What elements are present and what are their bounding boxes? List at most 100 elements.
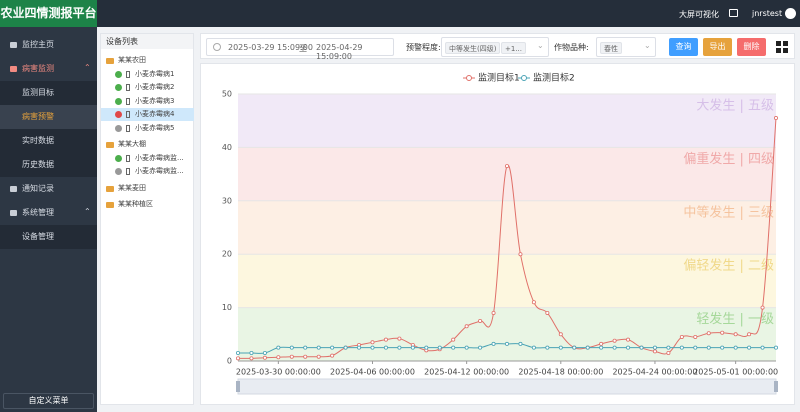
tree-title: 设备列表 <box>101 34 193 49</box>
tree-group[interactable]: 某某农田 <box>101 54 194 67</box>
group-name: 某某种植区 <box>118 200 153 208</box>
tree-device[interactable]: 小麦赤霉病监... <box>101 152 194 165</box>
device-name: 小麦赤霉病3 <box>135 96 175 105</box>
tree-device[interactable]: 小麦赤霉病1 <box>101 68 194 81</box>
submenu-item[interactable]: 实时数据 <box>0 129 97 153</box>
level-band <box>238 307 776 361</box>
data-point <box>478 318 483 323</box>
submenu-item[interactable]: 历史数据 <box>0 153 97 177</box>
data-point <box>303 345 308 350</box>
y-tick-label: 40 <box>222 143 232 152</box>
data-point <box>236 350 241 355</box>
tree-group[interactable]: 某某大棚 <box>101 138 194 151</box>
menu-item[interactable]: 病害监测 ⌃ <box>0 57 97 81</box>
data-point <box>585 345 590 350</box>
legend-label: 监测目标2 <box>533 72 575 84</box>
data-point <box>397 345 402 350</box>
menu-label: 设备管理 <box>22 232 54 241</box>
data-point <box>451 337 456 342</box>
logo-title: 农业四情测报平台 <box>0 0 97 27</box>
zoom-slider <box>237 378 777 395</box>
device-name: 小麦赤霉病监... <box>135 167 184 175</box>
clock-icon <box>213 43 221 51</box>
zoom-handle <box>236 381 240 392</box>
level-band <box>238 147 776 201</box>
menu-label: 监控主页 <box>22 40 54 49</box>
legend-marker <box>466 75 472 81</box>
tree-device[interactable]: 小麦赤霉病监... <box>101 165 194 178</box>
status-dot <box>115 154 122 162</box>
data-point <box>518 341 523 346</box>
tree-group[interactable]: 某某麦田 <box>101 182 194 195</box>
data-point <box>612 338 617 343</box>
layout-icon[interactable] <box>776 41 788 53</box>
menu-item[interactable]: 通知记录 <box>0 177 97 201</box>
data-point <box>262 350 267 355</box>
tree-device[interactable]: 小麦赤霉病2 <box>101 81 194 94</box>
custom-menu-button[interactable]: 自定义菜单 <box>3 393 94 409</box>
data-point <box>679 345 684 350</box>
x-tick-label: 2025-04-12 00:00:00 <box>424 368 509 377</box>
submenu-item[interactable]: 监测目标 <box>0 81 97 105</box>
data-point <box>679 334 684 339</box>
data-point <box>370 340 375 345</box>
data-point <box>316 354 321 359</box>
end-date: 2025-04-29 15:09:00 <box>316 43 363 61</box>
status-dot <box>115 168 122 175</box>
avatar[interactable] <box>785 8 796 19</box>
tree-device[interactable]: 小麦赤霉病5 <box>101 122 194 135</box>
action-button[interactable]: 查询 <box>669 38 698 56</box>
band-label: 中等发生 | 三级 <box>683 204 774 220</box>
data-point <box>518 252 523 257</box>
action-button[interactable]: 删除 <box>737 38 766 56</box>
data-point <box>720 330 725 335</box>
data-point <box>720 345 725 350</box>
menu-label: 历史数据 <box>22 160 54 169</box>
sidebar: 监控主页 病害监测 ⌃ 监测目标 病害预警 实时数据 历史数据 通知记录 系统管理… <box>0 27 97 412</box>
menu-item[interactable]: 系统管理 ⌃ <box>0 201 97 225</box>
group-name: 某某麦田 <box>118 183 146 192</box>
data-point <box>558 332 563 337</box>
tree-group[interactable]: 某某种植区 <box>101 198 194 211</box>
tree-device[interactable]: 小麦赤霉病3 <box>101 95 194 108</box>
folder-icon <box>106 58 114 64</box>
status-dot <box>115 124 122 132</box>
data-point <box>626 345 631 350</box>
data-point <box>760 345 765 350</box>
device-name: 小麦赤霉病监... <box>135 153 184 162</box>
level-band <box>238 254 776 308</box>
menu-label: 实时数据 <box>22 136 54 145</box>
legend-marker <box>521 75 527 81</box>
device-tree: 设备列表 某某农田 小麦赤霉病1 小麦赤霉病2 小麦赤霉病3 小麦赤霉病4 小麦赤霉病5 某… <box>100 33 194 405</box>
data-point <box>733 345 738 350</box>
crop-select[interactable]: 春性 ⌄ <box>596 37 656 57</box>
submenu-item[interactable]: 病害预警 <box>0 105 97 129</box>
level-tag: 中等发生(四级) <box>445 42 501 54</box>
menu-label: 病害监测 <box>22 64 54 73</box>
level-select[interactable]: 中等发生(四级) +1... ⌄ <box>441 37 549 57</box>
device-name: 小麦赤霉病2 <box>135 83 175 91</box>
data-point <box>249 356 254 361</box>
user-name[interactable]: jnrstest <box>752 9 783 18</box>
action-button[interactable]: 导出 <box>703 38 732 56</box>
y-tick-label: 50 <box>222 90 232 99</box>
band-label: 偏重发生 | 四级 <box>683 151 774 167</box>
range-separator: 至 <box>299 44 307 53</box>
device-icon <box>126 84 130 91</box>
data-point <box>666 345 671 350</box>
data-point <box>491 310 496 315</box>
data-point <box>626 337 631 342</box>
date-range[interactable]: 2025-03-29 15:09:00 至 2025-04-29 15:09:0… <box>206 38 394 61</box>
dropdown-arrow: ⌄ <box>644 41 651 50</box>
menu-item[interactable]: 监控主页 <box>0 33 97 57</box>
x-tick-label: 2025-04-06 00:00:00 <box>330 368 415 377</box>
x-tick-label: 2025-04-18 00:00:00 <box>518 368 603 377</box>
tree-device[interactable]: 小麦赤霉病4 <box>101 108 194 121</box>
crop-tag: 春性 <box>600 42 622 54</box>
data-point <box>303 354 308 359</box>
big-screen-link[interactable]: 大屏可视化 <box>679 10 719 19</box>
submenu-item[interactable]: 设备管理 <box>0 225 97 249</box>
data-point <box>760 305 765 310</box>
message-icon[interactable] <box>729 9 738 17</box>
data-point <box>343 345 348 350</box>
